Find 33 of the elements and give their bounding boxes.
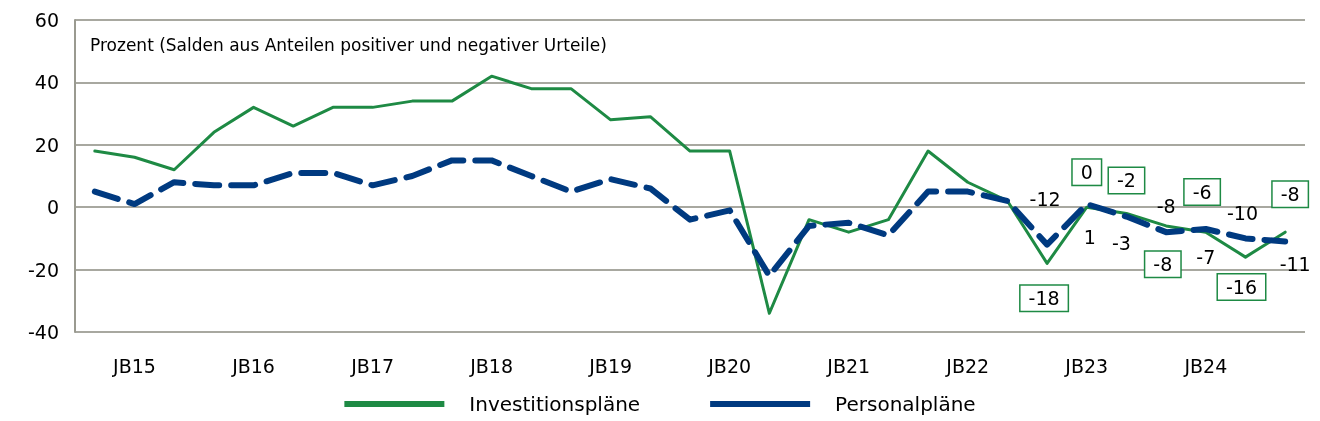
x-tick-label: JB19 [588,354,633,377]
x-tick-label: JB17 [350,354,394,377]
y-axis-title: Prozent (Salden aus Anteilen positiver und negativer Urteile) [90,34,607,55]
legend-label: Investitionspläne [469,392,641,416]
data-label: -18 [1028,287,1060,310]
y-tick-label: -40 [27,321,59,343]
legend-label: Personalpläne [835,392,976,416]
y-tick-label: 20 [34,133,59,156]
data-label: -6 [1192,180,1212,203]
data-label: -8 [1153,253,1173,276]
data-label: -16 [1225,276,1258,299]
x-tick-label: JB18 [469,354,514,377]
data-label: -8 [1280,183,1300,206]
x-tick-label: JB20 [707,354,752,377]
x-tick-label: JB24 [1183,354,1228,377]
data-label: 1 [1083,226,1096,249]
x-tick-label: JB15 [112,354,156,377]
x-tick-label: JB22 [945,354,990,377]
y-tick-label: 40 [34,71,59,94]
x-tick-label: JB16 [231,354,275,377]
data-label: -8 [1156,195,1176,218]
y-tick-label: 0 [46,196,59,219]
data-label: -3 [1111,231,1131,254]
y-tick-label: 60 [34,9,59,31]
data-label: 0 [1080,161,1093,184]
data-label: -12 [1029,187,1061,210]
data-label: -2 [1116,169,1136,192]
x-tick-label: JB23 [1064,354,1109,377]
data-label: -7 [1196,246,1216,269]
x-tick-label: JB21 [826,354,871,377]
data-label: -10 [1226,202,1259,225]
data-label: -11 [1279,252,1311,275]
y-tick-label: -20 [27,258,59,281]
